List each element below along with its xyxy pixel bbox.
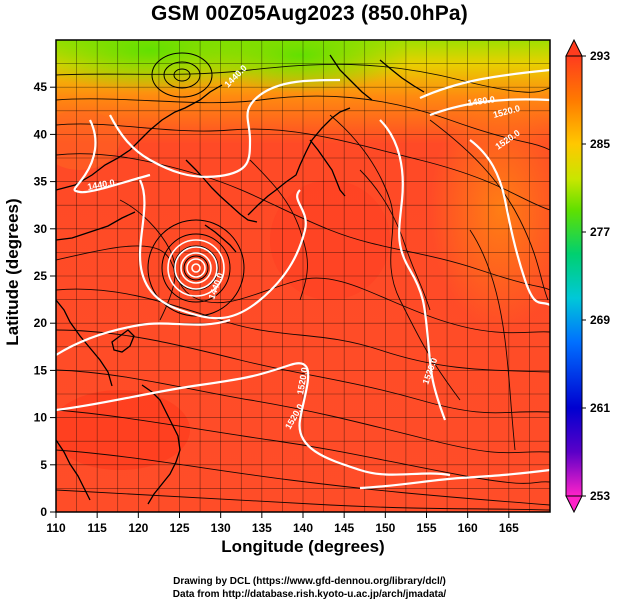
contour-label: 1440.0 <box>87 177 116 192</box>
x-tick-label: 135 <box>252 521 272 535</box>
y-tick-label: 20 <box>34 316 48 330</box>
colorbar-min-arrow <box>565 495 583 514</box>
credit-data-source: Data from http://database.rish.kyoto-u.a… <box>172 589 447 600</box>
x-axis-label: Longitude (degrees) <box>221 537 385 556</box>
height-contours <box>56 68 550 490</box>
y-tick-label: 0 <box>40 505 47 519</box>
x-tick-label: 160 <box>458 521 478 535</box>
y-tick-label: 40 <box>34 127 48 141</box>
x-tick-label: 115 <box>87 521 107 535</box>
colorbar: 253 261 269 277 285 293 <box>565 38 610 514</box>
typhoon-circulation <box>147 219 245 317</box>
x-tick-label: 120 <box>128 521 148 535</box>
y-tick-label: 30 <box>34 222 48 236</box>
colorbar-tick-label: 285 <box>590 137 610 151</box>
y-tick-label: 15 <box>34 363 48 377</box>
chart-title: GSM 00Z05Aug2023 (850.0hPa) <box>150 2 469 25</box>
x-tick-label: 110 <box>46 521 66 535</box>
colorbar-tick-label: 253 <box>590 489 610 503</box>
x-tick-label: 130 <box>211 521 231 535</box>
northern-low-circulation <box>151 52 213 98</box>
x-tick-label: 155 <box>416 521 436 535</box>
y-tick-label: 35 <box>34 175 48 189</box>
streamlines <box>56 63 550 511</box>
y-tick-label: 5 <box>40 458 47 472</box>
x-tick-label: 145 <box>334 521 354 535</box>
temperature-field <box>56 40 550 512</box>
x-tick-label: 165 <box>499 521 519 535</box>
x-axis-ticks: 110 115 120 125 130 135 140 145 150 155 160 165 <box>46 512 519 535</box>
typhoon-center-contours <box>167 239 225 297</box>
colorbar-tick-label: 261 <box>590 401 610 415</box>
grid-lines <box>56 40 550 512</box>
y-axis-label: Latitude (degrees) <box>3 198 22 346</box>
y-axis-ticks: 0 5 10 15 20 25 30 35 40 45 <box>34 80 56 519</box>
credit-drawing: Drawing by DCL (https://www.gfd-dennou.o… <box>173 576 446 587</box>
colorbar-tick-label: 293 <box>590 49 610 63</box>
y-tick-label: 45 <box>34 80 48 94</box>
x-tick-label: 125 <box>169 521 189 535</box>
colorbar-tick-label: 277 <box>590 225 610 239</box>
y-tick-label: 10 <box>34 411 48 425</box>
colorbar-max-arrow <box>565 38 583 57</box>
contour-label: 1480.0 <box>467 94 496 108</box>
coastlines <box>56 54 425 505</box>
colorbar-tick-label: 269 <box>590 313 610 327</box>
x-tick-label: 150 <box>375 521 395 535</box>
contour-label: 1520.0 <box>295 366 310 395</box>
y-tick-label: 25 <box>34 269 48 283</box>
x-tick-label: 140 <box>293 521 313 535</box>
